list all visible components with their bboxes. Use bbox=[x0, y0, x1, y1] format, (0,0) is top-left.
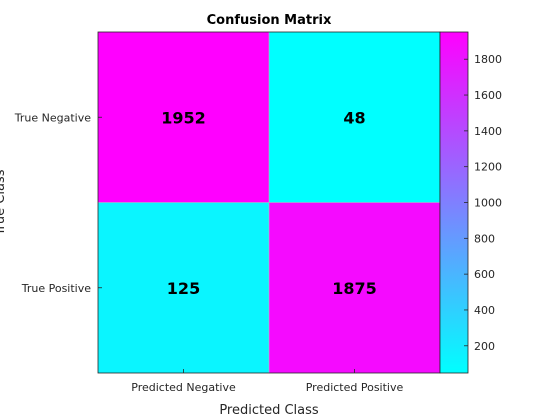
x-tick-label-1: Predicted Positive bbox=[306, 381, 404, 394]
colorbar bbox=[439, 31, 469, 374]
colorbar-tick-label-3: 800 bbox=[474, 232, 495, 245]
colorbar-tick-label-6: 1400 bbox=[474, 125, 502, 138]
heatmap-cell-r1-c1 bbox=[269, 202, 440, 373]
y-axis-ticks: True Negative True Positive bbox=[14, 111, 102, 295]
colorbar-ticks: 200 400 600 800 1000 1200 1400 1600 1800 bbox=[464, 53, 502, 353]
y-tick-label-0: True Negative bbox=[14, 111, 91, 124]
chart-title: Confusion Matrix bbox=[207, 13, 332, 28]
colorbar-tick-label-8: 1800 bbox=[474, 53, 502, 66]
x-axis-ticks: Predicted Negative Predicted Positive bbox=[131, 369, 403, 394]
colorbar-tick-label-2: 600 bbox=[474, 268, 495, 281]
colorbar-tick-label-4: 1000 bbox=[474, 197, 502, 210]
colorbar-tick-label-5: 1200 bbox=[474, 161, 502, 174]
cell-value-r0-c0: 1952 bbox=[161, 108, 206, 127]
heatmap-cells bbox=[98, 32, 440, 373]
colorbar-tick-label-1: 400 bbox=[474, 304, 495, 317]
heatmap-cell-r0-c1 bbox=[269, 32, 440, 203]
heatmap-cell-r1-c0 bbox=[98, 202, 269, 373]
x-axis-label: Predicted Class bbox=[219, 403, 319, 418]
colorbar-tick-label-0: 200 bbox=[474, 340, 495, 353]
cell-value-r1-c0: 125 bbox=[167, 279, 200, 298]
heatmap-cell-r0-c0 bbox=[98, 32, 269, 203]
y-axis-label: True Class bbox=[0, 169, 8, 236]
cell-value-r0-c1: 48 bbox=[343, 108, 365, 127]
y-tick-label-1: True Positive bbox=[21, 282, 91, 295]
colorbar-tick-label-7: 1600 bbox=[474, 89, 502, 102]
heatmap-cell-labels: 1952 48 125 1875 bbox=[161, 108, 377, 298]
x-tick-label-0: Predicted Negative bbox=[131, 381, 236, 394]
cell-value-r1-c1: 1875 bbox=[332, 279, 377, 298]
